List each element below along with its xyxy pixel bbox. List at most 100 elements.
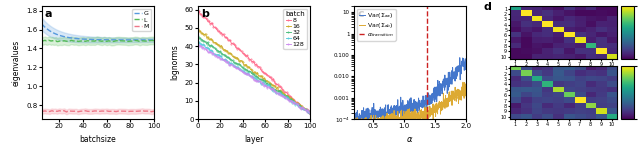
M [138, 110, 146, 112]
32 [222, 55, 230, 57]
Var($\Sigma_{ab}$) [422, 117, 429, 119]
G [93, 39, 101, 41]
128 [222, 61, 230, 63]
16 [278, 91, 286, 93]
64 [279, 94, 287, 96]
Legend: G, L, M: G, L, M [132, 9, 151, 31]
Line: 8: 8 [197, 10, 310, 114]
128 [194, 43, 202, 45]
16 [273, 88, 280, 90]
16 [222, 50, 230, 52]
Var($\Sigma_{ab}$) [357, 124, 365, 126]
M [150, 110, 158, 112]
Text: a: a [45, 9, 52, 19]
M [39, 110, 47, 112]
Var($\Sigma_{aa}$) [435, 87, 443, 89]
M [70, 110, 77, 112]
Var($\Sigma_{ab}$) [415, 115, 423, 117]
Var($\Sigma_{aa}$) [456, 57, 463, 59]
Var($\Sigma_{aa}$) [447, 79, 454, 81]
Var($\Sigma_{aa}$) [422, 102, 429, 104]
64 [307, 111, 314, 113]
128 [261, 84, 269, 86]
M [108, 110, 115, 112]
M [103, 110, 111, 112]
Var($\Sigma_{ab}$) [350, 127, 358, 129]
32 [307, 112, 314, 113]
Legend: Var($\Sigma_{aa}$), Var($\Sigma_{ab}$), $\alpha_{transition}$: Var($\Sigma_{aa}$), Var($\Sigma_{ab}$), … [357, 9, 396, 41]
Var($\Sigma_{ab}$) [447, 100, 454, 101]
G [67, 37, 75, 39]
32 [261, 80, 269, 82]
L [39, 40, 47, 42]
Line: M: M [42, 111, 154, 112]
128 [202, 48, 209, 50]
Line: 16: 16 [197, 29, 310, 113]
Legend: 8, 16, 32, 64, 128: 8, 16, 32, 64, 128 [284, 9, 307, 49]
Y-axis label: eigenvalues: eigenvalues [12, 39, 20, 86]
8 [195, 10, 203, 12]
Line: G: G [42, 24, 154, 40]
L [96, 40, 104, 42]
32 [273, 90, 280, 91]
64 [203, 46, 211, 48]
Var($\Sigma_{aa}$) [419, 107, 426, 108]
8 [223, 37, 231, 39]
G [150, 39, 158, 41]
8 [279, 90, 287, 91]
L [93, 39, 101, 41]
64 [274, 92, 282, 94]
64 [305, 112, 313, 113]
Var($\Sigma_{aa}$) [351, 126, 358, 128]
8 [246, 59, 254, 60]
Line: 128: 128 [197, 43, 310, 113]
Line: 32: 32 [197, 35, 310, 113]
64 [195, 41, 203, 43]
L [124, 41, 132, 42]
G [120, 39, 127, 41]
32 [278, 93, 286, 95]
L [103, 40, 111, 42]
Line: Var($\Sigma_{ab}$): Var($\Sigma_{ab}$) [354, 82, 466, 134]
Line: 64: 64 [197, 42, 310, 113]
8 [203, 18, 211, 20]
8 [274, 83, 282, 85]
128 [273, 92, 280, 93]
64 [223, 60, 231, 62]
32 [246, 71, 253, 72]
X-axis label: layer: layer [244, 135, 264, 144]
X-axis label: $\alpha$: $\alpha$ [406, 135, 413, 144]
128 [307, 112, 314, 114]
L [108, 41, 115, 42]
Var($\Sigma_{aa}$) [462, 63, 470, 65]
Var($\Sigma_{ab}$) [462, 84, 470, 86]
M [122, 110, 129, 112]
Line: L: L [42, 40, 154, 42]
Line: Var($\Sigma_{aa}$): Var($\Sigma_{aa}$) [354, 58, 466, 127]
L [38, 40, 45, 42]
G [38, 23, 45, 25]
Var($\Sigma_{ab}$) [364, 133, 372, 135]
Text: b: b [201, 9, 209, 19]
L [110, 41, 118, 42]
32 [202, 41, 209, 43]
Var($\Sigma_{ab}$) [419, 113, 426, 115]
G [105, 39, 113, 41]
Text: d: d [483, 2, 491, 12]
64 [246, 75, 254, 77]
32 [194, 35, 202, 37]
8 [262, 73, 270, 75]
M [63, 111, 70, 113]
128 [246, 74, 253, 76]
G [39, 24, 47, 26]
G [100, 39, 108, 41]
$\alpha_{transition}$ [423, 33, 431, 35]
16 [307, 111, 314, 113]
L [67, 39, 75, 41]
M [96, 110, 104, 112]
Var($\Sigma_{ab}$) [459, 81, 467, 83]
M [38, 111, 45, 112]
Var($\Sigma_{aa}$) [415, 110, 423, 112]
8 [194, 10, 202, 12]
16 [202, 33, 209, 35]
